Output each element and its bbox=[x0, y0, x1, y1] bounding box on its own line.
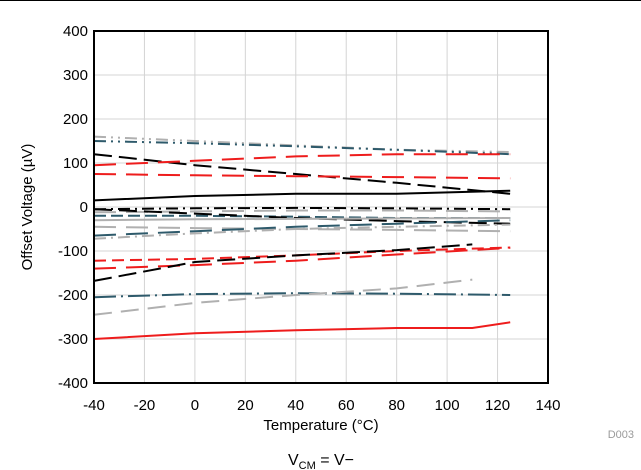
series-line-3 bbox=[93, 153, 511, 195]
x-tick-labels: -40 -20 0 20 40 60 80 100 120 140 bbox=[83, 397, 560, 414]
y-tick-label: 200 bbox=[63, 111, 88, 128]
y-tick-label: 400 bbox=[63, 23, 88, 40]
series-line-19 bbox=[93, 278, 473, 316]
series-line-14 bbox=[93, 223, 511, 240]
series-line-4 bbox=[93, 153, 511, 167]
series-line-6 bbox=[93, 189, 511, 202]
x-tick-label: -20 bbox=[134, 397, 156, 414]
x-tick-label: 100 bbox=[435, 397, 460, 414]
caption-tail: = V− bbox=[316, 452, 354, 469]
y-tick-label: -300 bbox=[58, 331, 88, 348]
y-tick-labels: -400 -300 -200 -100 0 100 200 300 400 bbox=[58, 23, 88, 392]
series-line-1 bbox=[93, 135, 511, 153]
series-line-16 bbox=[93, 246, 511, 270]
x-tick-label: 60 bbox=[338, 397, 355, 414]
series-line-11 bbox=[93, 217, 511, 222]
y-tick-label: -100 bbox=[58, 243, 88, 260]
y-tick-label: 0 bbox=[80, 199, 88, 216]
x-tick-label: 140 bbox=[535, 397, 560, 414]
figure-code: D003 bbox=[608, 429, 634, 441]
plot-frame bbox=[93, 30, 549, 384]
y-tick-label: 300 bbox=[63, 67, 88, 84]
x-tick-label: 120 bbox=[485, 397, 510, 414]
series-lines bbox=[93, 135, 511, 340]
y-tick-label: 100 bbox=[63, 155, 88, 172]
chart-caption: VCM = V− bbox=[288, 452, 354, 470]
x-tick-label: 40 bbox=[287, 397, 304, 414]
x-tick-label: 20 bbox=[237, 397, 254, 414]
series-line-20 bbox=[93, 321, 511, 340]
y-tick-label: -400 bbox=[58, 375, 88, 392]
x-tick-label: 0 bbox=[191, 397, 199, 414]
series-line-5 bbox=[93, 173, 511, 180]
y-axis-label: Offset Voltage (µV) bbox=[19, 144, 36, 271]
x-axis-label: Temperature (°C) bbox=[263, 417, 378, 434]
x-tick-label: 80 bbox=[388, 397, 405, 414]
series-line-2 bbox=[93, 140, 511, 156]
series-line-18 bbox=[93, 292, 511, 299]
series-line-7 bbox=[93, 206, 511, 211]
series-line-13 bbox=[93, 219, 511, 237]
caption-subscript: CM bbox=[299, 460, 316, 470]
y-tick-label: -200 bbox=[58, 287, 88, 304]
series-line-17 bbox=[93, 243, 473, 282]
caption-main: V bbox=[288, 452, 299, 469]
x-tick-label: -40 bbox=[83, 397, 105, 414]
